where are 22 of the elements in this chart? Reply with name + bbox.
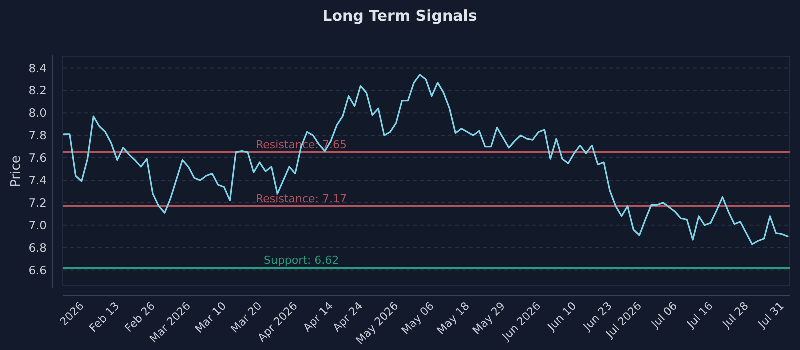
y-tick-label: 7.0 [28, 218, 47, 232]
y-tick-label: 8.4 [28, 61, 47, 76]
x-tick-label: Jul 16 [684, 300, 716, 332]
x-tick-label: Jul 31 [755, 300, 787, 332]
y-tick-label: 6.6 [28, 263, 47, 278]
y-axis-title: Price [9, 156, 24, 188]
y-tick-label: 7.4 [28, 174, 47, 188]
line-series [63, 74, 789, 246]
y-tick-label: 8.0 [28, 106, 47, 120]
chart-title: Long Term Signals [322, 7, 478, 25]
ref-line-label: Support: 6.62 [264, 254, 340, 268]
x-tick-label: Jun 10 [544, 300, 580, 334]
y-tick-label: 7.6 [28, 151, 47, 166]
y-tick-label: 8.2 [28, 84, 47, 98]
x-tick-label: Mar 10 [192, 300, 230, 336]
x-tick-label: Jul 28 [720, 300, 752, 332]
y-tick-label: 7.2 [28, 196, 47, 210]
ref-line-label: Resistance: 7.17 [256, 192, 347, 206]
x-tick-label: Feb 13 [86, 300, 122, 335]
y-tick-label: 7.8 [28, 128, 47, 143]
y-tick-label: 6.8 [28, 240, 47, 255]
x-tick-label: Jul 06 [648, 300, 680, 332]
